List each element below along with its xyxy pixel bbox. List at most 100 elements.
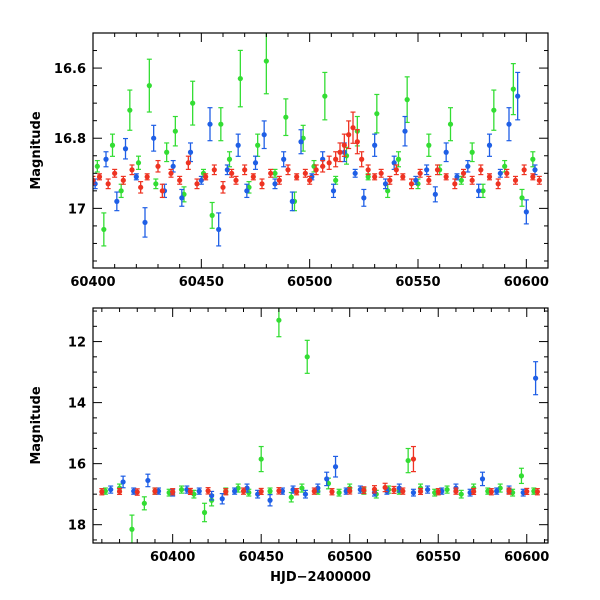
data-point [259,181,265,187]
data-point [153,181,159,187]
data-point [396,485,402,491]
data-point [201,509,208,516]
data-point [346,132,352,138]
data-point [495,181,501,187]
x-tick-label: 60500 [327,550,372,565]
data-point [469,149,475,155]
plot-area [93,33,542,247]
top-panel: 60400 60450 60500 60550 60600 16.6 16.8 17 Magni… [29,32,549,290]
data-point [333,177,339,183]
data-point [232,488,238,494]
data-point [315,485,321,491]
data-point [237,75,243,82]
data-point [341,142,347,148]
data-point [469,177,475,183]
data-point [129,526,135,532]
data-point [133,174,139,180]
data-point [382,181,389,187]
data-point [112,170,118,176]
data-point [497,485,503,491]
data-point [536,177,542,183]
data-point [258,488,264,495]
data-point [302,170,308,176]
data-point [395,156,402,162]
series-0 [102,308,537,543]
data-point [458,177,464,183]
data-point [152,488,158,494]
data-point [267,497,273,503]
data-point [219,496,225,502]
data-point [304,354,310,360]
data-point [229,170,235,176]
data-point [196,488,202,494]
data-point [530,174,536,180]
data-point [510,86,516,92]
x-tick-label: 60550 [395,275,440,290]
data-point [170,163,176,169]
data-point [408,181,415,187]
data-point [417,170,423,176]
data-point [347,488,353,494]
data-point [141,500,147,506]
data-point [497,170,503,176]
data-point [178,486,185,493]
x-tick-label: 60600 [504,275,549,290]
data-point [170,489,176,495]
data-point [307,177,313,183]
bottom-panel: 60400 60450 60500 60550 60600 12 14 16 18 Magnitu… [29,307,549,585]
data-point [94,163,100,169]
x-tick-label: 60450 [239,550,284,565]
data-point [298,139,304,145]
data-point [372,174,378,180]
data-point [198,177,204,183]
data-point [155,163,161,169]
data-point [142,219,148,226]
data-point [281,156,287,162]
data-point [172,128,178,134]
y-tick-label: 16.8 [54,132,86,147]
data-point [127,107,133,113]
y-tick-label: 12 [68,336,86,351]
data-point [405,457,411,464]
data-point [361,487,367,493]
data-point [361,195,367,201]
data-point [359,156,365,162]
data-point [144,174,150,180]
data-point [391,160,397,166]
data-point [134,489,140,495]
data-point [329,489,335,495]
data-point [452,181,458,187]
data-point [471,488,477,495]
data-point [506,121,512,127]
data-point [443,149,449,155]
data-point [268,170,274,176]
data-point [120,177,126,183]
data-point [378,170,384,176]
data-point [494,488,500,494]
data-point [211,167,217,173]
data-point [453,488,459,494]
data-point [129,167,135,173]
data-point [244,188,250,194]
y-axis-label: Magnitude [29,386,44,465]
data-point [447,121,454,127]
data-point [402,128,408,134]
data-point [372,142,378,148]
data-point [250,174,256,180]
data-point [393,167,399,173]
data-point [288,494,294,500]
data-point [425,486,431,493]
data-point [336,490,342,496]
data-point [101,226,107,233]
data-point [122,146,129,152]
data-point [519,195,525,201]
data-point [413,177,419,183]
series-0 [94,33,536,247]
x-tick-label: 60400 [70,275,115,290]
data-point [332,464,339,470]
data-point [285,167,291,173]
data-point [276,488,282,494]
data-point [216,226,222,233]
data-point [391,487,397,493]
